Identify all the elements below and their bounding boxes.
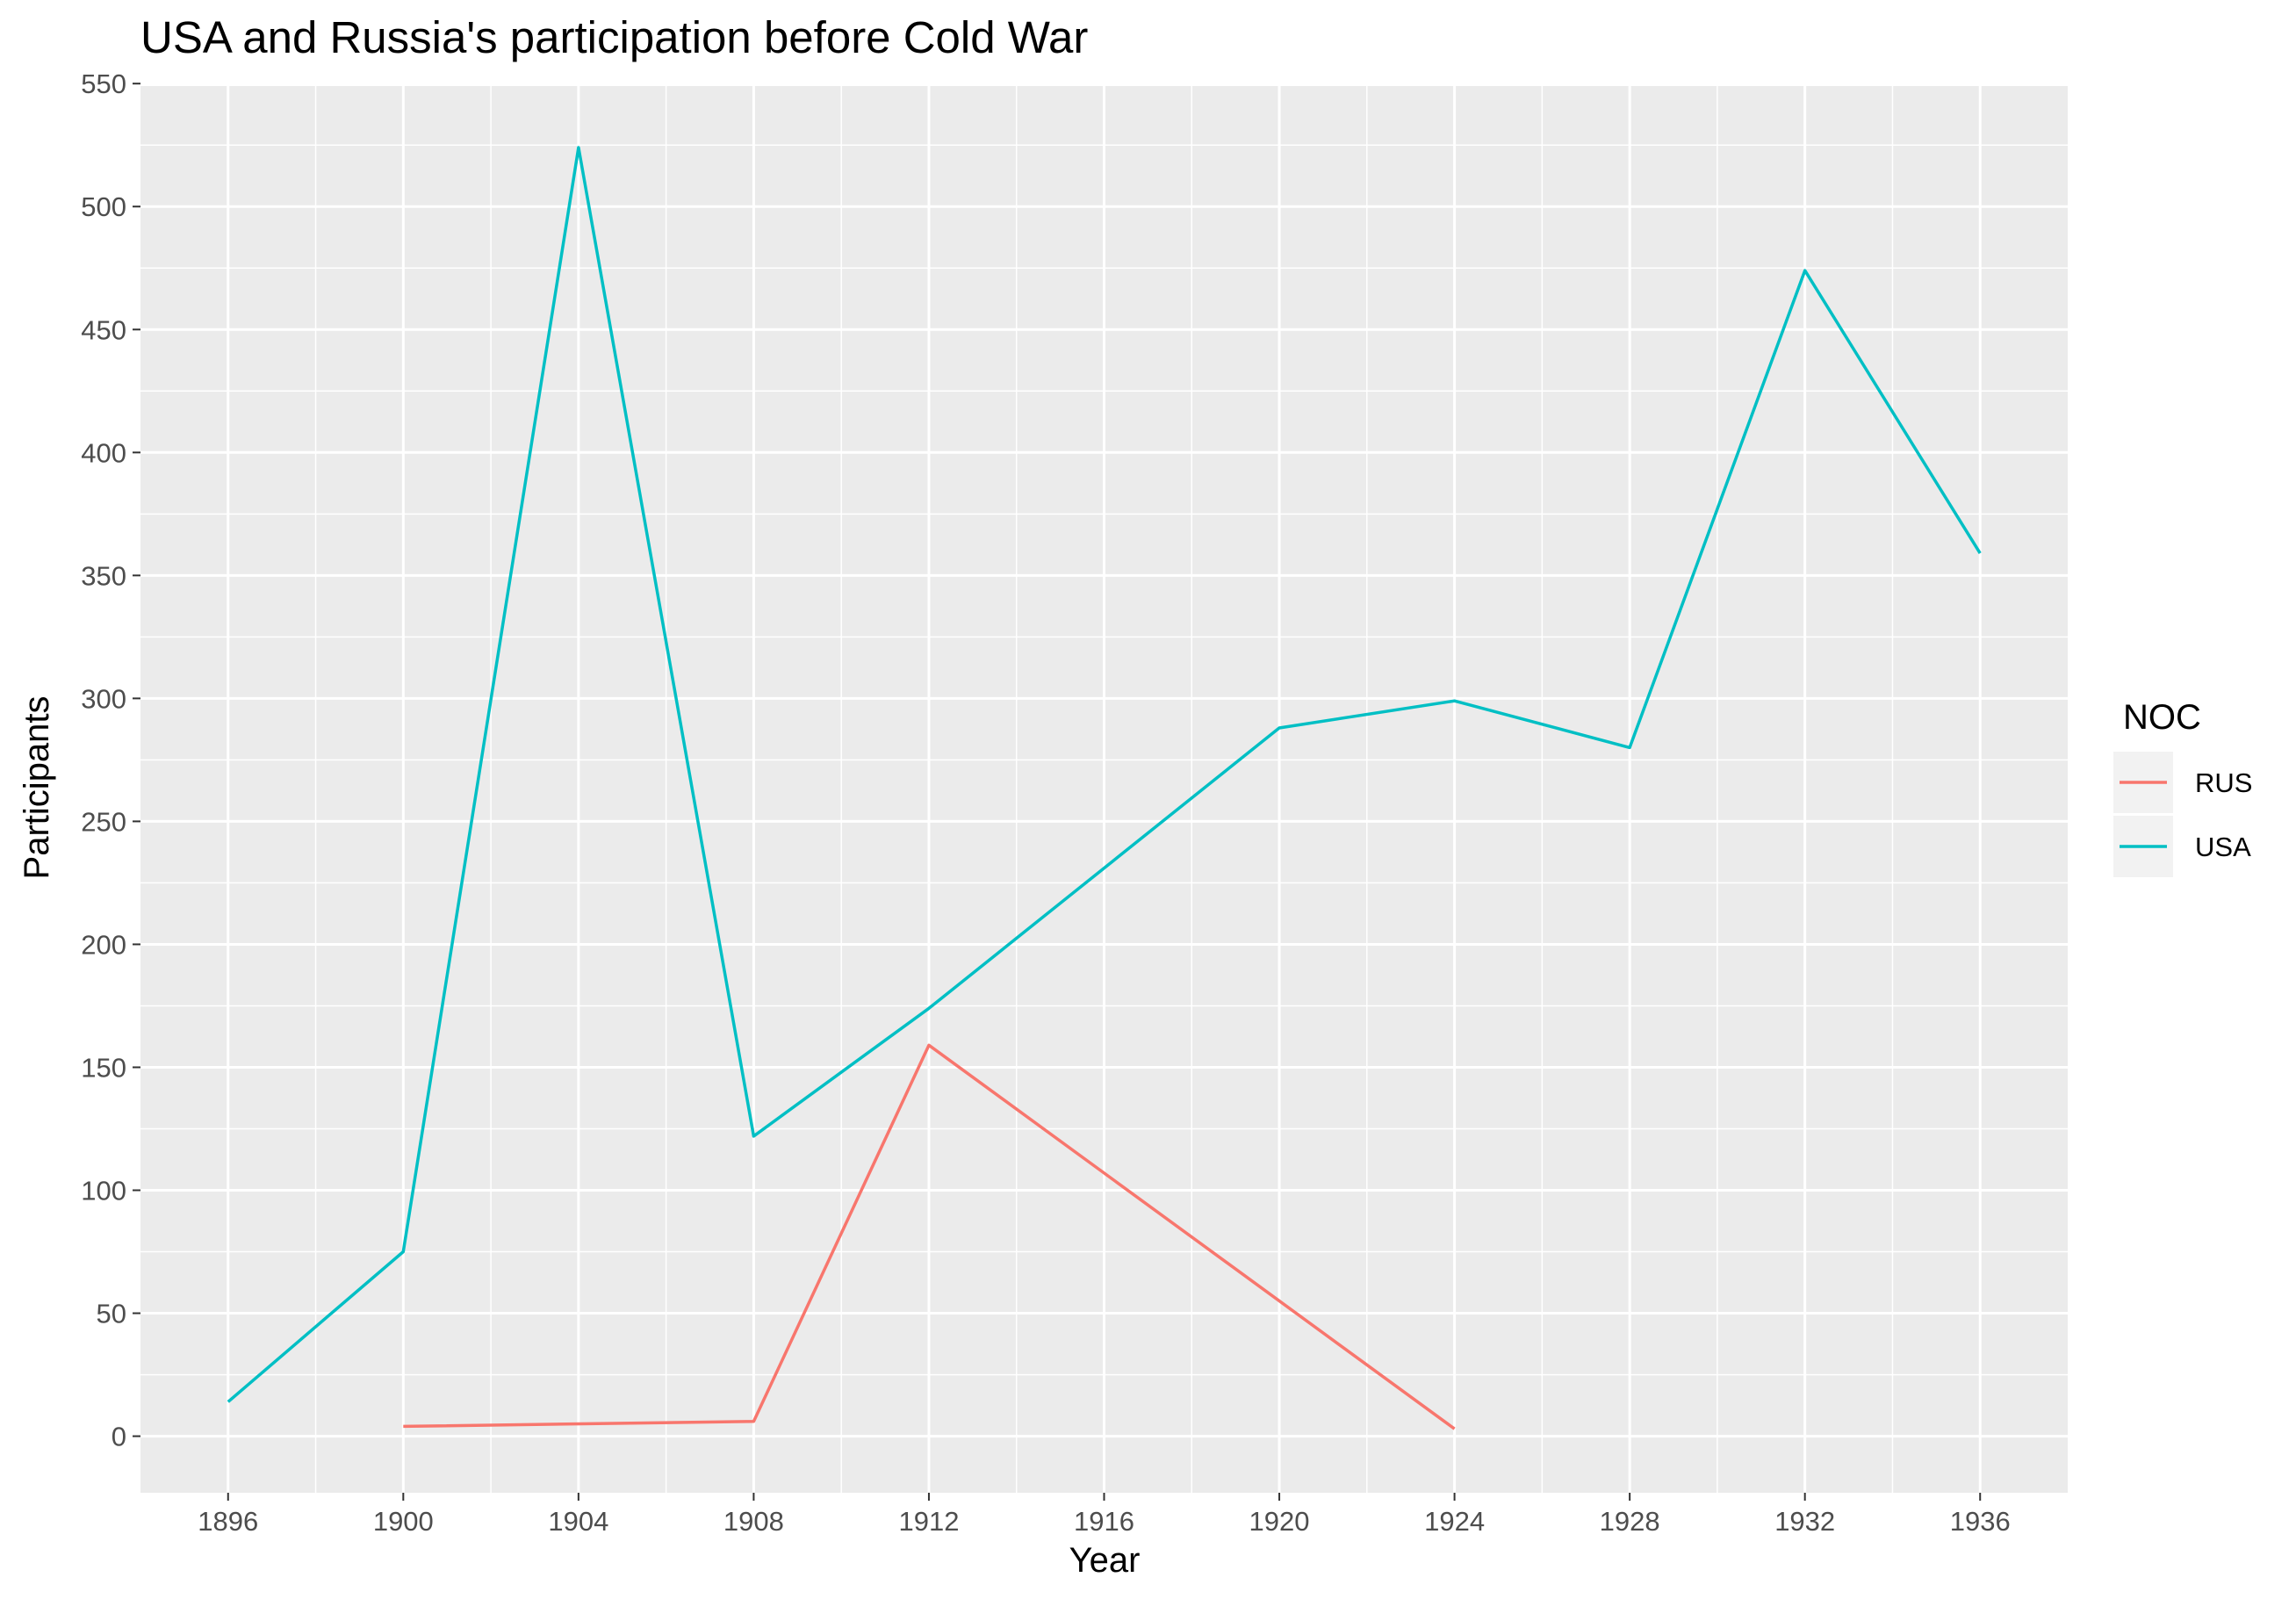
y-tick-label: 450 [81, 314, 126, 345]
y-axis-title: Participants [18, 696, 56, 880]
y-tick-label: 300 [81, 683, 126, 714]
series-layer [227, 146, 1982, 1430]
y-axis: 0 50 100 150 200 250 300 350 400 450 500 550 [81, 68, 140, 1452]
x-tick-label: 1932 [1774, 1506, 1835, 1537]
y-tick-label: 400 [81, 437, 126, 468]
x-tick-label: 1924 [1424, 1506, 1485, 1537]
legend: NOC RUS USA [2113, 698, 2252, 877]
x-tick-label: 1916 [1074, 1506, 1134, 1537]
legend-label-rus: RUS [2195, 767, 2252, 798]
x-tick-label: 1904 [548, 1506, 608, 1537]
y-tick-label: 150 [81, 1052, 126, 1083]
x-axis: 1896 1900 1904 1908 1912 1916 1920 1924 1928 1932… [198, 1493, 2011, 1537]
legend-label-usa: USA [2195, 832, 2251, 862]
y-tick-label: 100 [81, 1176, 126, 1206]
y-tick-label: 500 [81, 191, 126, 222]
x-tick-label: 1920 [1249, 1506, 1310, 1537]
x-tick-label: 1912 [898, 1506, 959, 1537]
y-tick-label: 250 [81, 806, 126, 837]
legend-title: NOC [2123, 698, 2201, 737]
series-line-usa [227, 146, 1982, 1403]
x-tick-label: 1908 [723, 1506, 784, 1537]
y-tick-label: 50 [97, 1299, 126, 1329]
chart-title: USA and Russia's participation before Co… [140, 12, 1088, 62]
x-tick-label: 1896 [198, 1506, 258, 1537]
y-tick-label: 200 [81, 929, 126, 960]
x-tick-label: 1936 [1950, 1506, 2011, 1537]
y-tick-label: 550 [81, 68, 126, 99]
major-gridlines [140, 82, 2068, 1493]
x-tick-label: 1928 [1600, 1506, 1660, 1537]
series-line-rus [403, 1043, 1456, 1430]
y-tick-label: 350 [81, 560, 126, 591]
x-tick-label: 1900 [373, 1506, 434, 1537]
x-axis-title: Year [1069, 1541, 1141, 1580]
y-tick-label: 0 [112, 1422, 126, 1452]
